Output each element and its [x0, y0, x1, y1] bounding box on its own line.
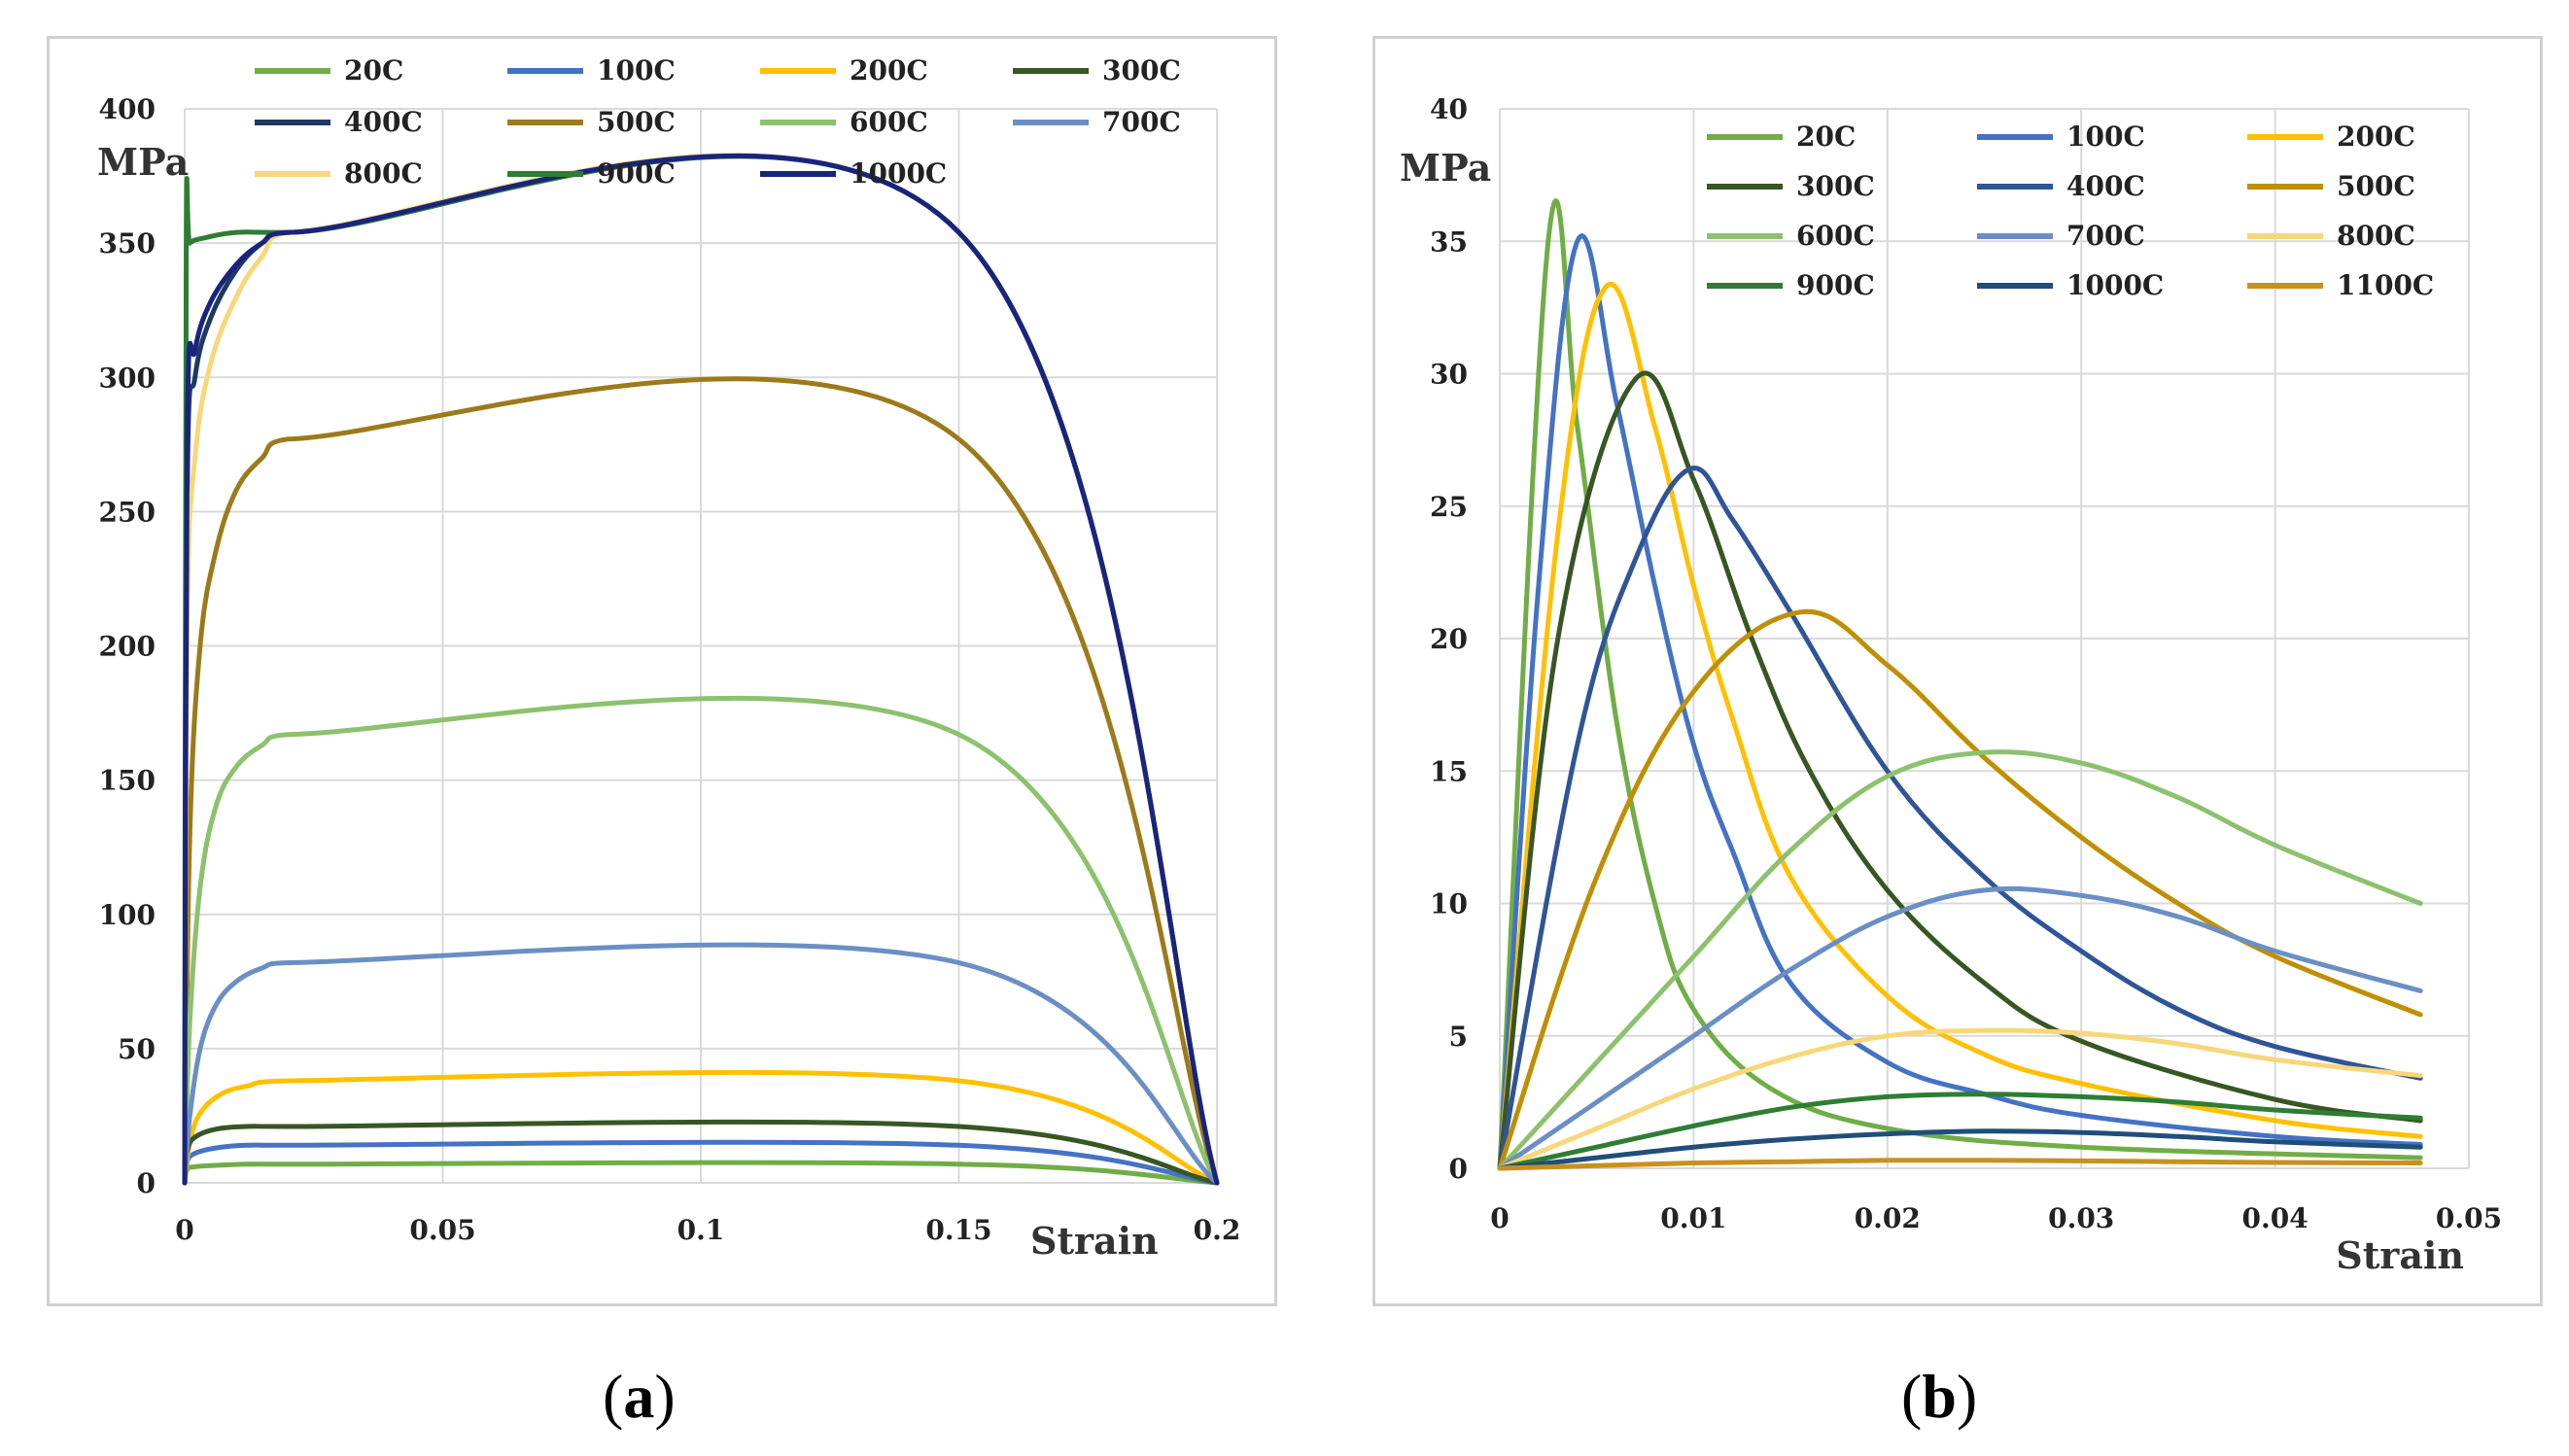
legend-label-800c: 800C [2337, 220, 2415, 252]
series-line-200c [1497, 281, 2423, 1171]
x-tick-label: 0.1 [677, 1214, 725, 1246]
y-tick-label: 40 [1430, 93, 1468, 125]
y-tick-label: 100 [99, 899, 156, 931]
legend-label-400c: 400C [344, 106, 423, 138]
y-axis-label: MPa [97, 140, 189, 184]
series-line-1100c [1497, 1158, 2423, 1171]
series-line-800c [1497, 1027, 2423, 1171]
series-line-300c [182, 1119, 1220, 1186]
y-tick-label: 20 [1430, 623, 1468, 655]
series-line-200c [182, 1069, 1220, 1186]
caption-b-letter: b [1922, 1362, 1957, 1431]
x-tick-label: 0 [1490, 1202, 1509, 1234]
legend-label-900c: 900C [1796, 269, 1875, 301]
x-axis-label: Strain [1030, 1219, 1159, 1263]
x-tick-label: 0.05 [409, 1214, 475, 1246]
legend-label-200c: 200C [2337, 121, 2415, 153]
y-tick-label: 15 [1430, 755, 1468, 787]
y-tick-label: 5 [1449, 1021, 1468, 1053]
x-tick-label: 0.03 [2048, 1202, 2114, 1234]
legend-label-400c: 400C [2066, 170, 2145, 202]
series-line-600c [182, 695, 1220, 1186]
y-tick-label: 10 [1430, 888, 1468, 920]
chart-a: 0 50 100 150 200 250 300 350 400 0 0.05 0.1 0.15 0.2 M… [97, 54, 1240, 1263]
chart-b: 0 5 10 15 20 25 30 35 40 0 0.01 0.02 0.03 0.04 0.05 MPa… [1400, 93, 2502, 1277]
y-tick-label: 350 [99, 227, 156, 260]
series-line-500c [182, 376, 1220, 1186]
legend-label-500c: 500C [597, 106, 676, 138]
y-tick-label: 300 [99, 362, 156, 394]
y-tick-label: 25 [1430, 491, 1468, 523]
series-line-20c [1497, 198, 2423, 1171]
x-tick-label: 0.2 [1194, 1214, 1241, 1246]
series-line-1000c [182, 153, 1220, 1186]
legend-label-20c: 20C [1796, 121, 1856, 153]
x-tick-label: 0 [175, 1214, 193, 1246]
caption-b: (b) [1901, 1362, 1978, 1431]
y-tick-label: 30 [1430, 359, 1468, 391]
legend-label-200c: 200C [850, 54, 928, 87]
legend-label-700c: 700C [2066, 220, 2145, 252]
x-tick-label: 0.05 [2436, 1202, 2502, 1234]
legend-label-1100c: 1100C [2337, 269, 2434, 301]
series-line-300c [1497, 370, 2423, 1171]
legend-label-500c: 500C [2337, 170, 2415, 202]
legend-label-800c: 800C [344, 157, 423, 190]
x-tick-label: 0.01 [1660, 1202, 1726, 1234]
series-line-100c [182, 1139, 1220, 1186]
legend-label-1000c: 1000C [850, 157, 947, 190]
legend-label-300c: 300C [1796, 170, 1875, 202]
y-axis-label: MPa [1400, 146, 1491, 190]
series-line-20c [182, 1160, 1220, 1186]
series-line-600c [1497, 749, 2423, 1171]
series-line-700c [1497, 885, 2423, 1171]
legend-label-700c: 700C [1102, 106, 1181, 138]
legend-label-1000c: 1000C [2066, 269, 2164, 301]
y-tick-label: 400 [99, 93, 156, 125]
series-line-1000c [1497, 1128, 2423, 1171]
x-axis-label: Strain [2336, 1233, 2464, 1277]
x-tick-label: 0.02 [1855, 1202, 1921, 1234]
y-tick-label: 0 [1449, 1153, 1468, 1185]
legend-label-600c: 600C [1796, 220, 1875, 252]
y-tick-label: 250 [99, 496, 156, 528]
y-tick-label: 35 [1430, 225, 1468, 258]
series-line-400c [1497, 466, 2423, 1171]
caption-a-letter: a [623, 1362, 655, 1431]
series-line-100c [1497, 233, 2423, 1171]
x-tick-label: 0.15 [925, 1214, 991, 1246]
y-tick-label: 50 [118, 1033, 156, 1065]
legend-label-20c: 20C [344, 54, 403, 87]
y-tick-label: 200 [99, 631, 156, 663]
legend-label-300c: 300C [1102, 54, 1181, 87]
series-line-700c [182, 942, 1220, 1186]
legend-label-100c: 100C [2066, 121, 2145, 153]
y-tick-label: 0 [137, 1167, 156, 1199]
x-tick-label: 0.04 [2241, 1202, 2308, 1234]
legend-label-900c: 900C [597, 157, 676, 190]
series-line-500c [1497, 608, 2423, 1171]
y-tick-label: 150 [99, 765, 156, 797]
series-line-900c [1497, 1092, 2423, 1171]
caption-a: (a) [603, 1362, 676, 1431]
legend-label-100c: 100C [597, 54, 676, 87]
legend-label-600c: 600C [850, 106, 928, 138]
